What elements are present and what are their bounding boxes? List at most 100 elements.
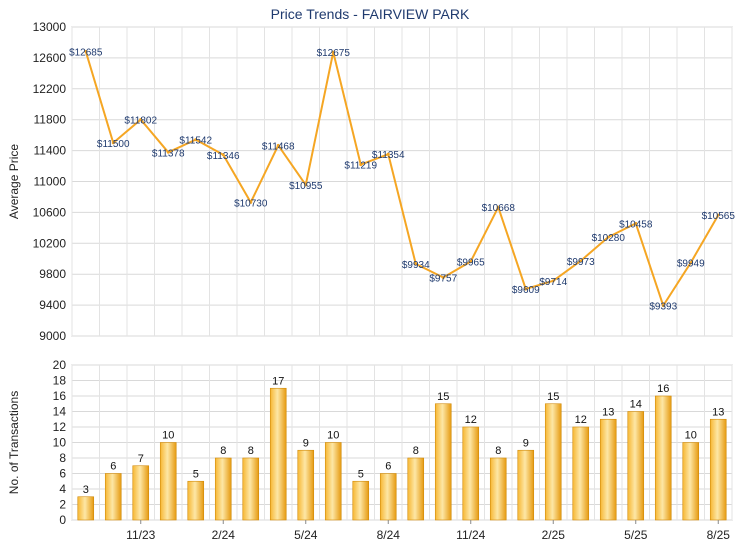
price-data-label: $12685	[69, 47, 103, 58]
transaction-data-label: 5	[193, 468, 199, 480]
price-y-tick-label: 9800	[39, 267, 66, 281]
price-y-tick-label: 12600	[33, 51, 67, 65]
price-point	[469, 259, 473, 263]
transactions-y-tick-label: 18	[53, 374, 67, 388]
price-data-label: $9393	[649, 302, 677, 313]
chart-title: Price Trends - FAIRVIEW PARK	[270, 6, 470, 22]
transaction-data-label: 9	[303, 437, 309, 449]
transaction-data-label: 9	[523, 437, 529, 449]
price-data-label: $10280	[592, 233, 626, 244]
price-point	[689, 261, 693, 265]
price-data-label: $11542	[179, 136, 212, 147]
price-y-tick-label: 11800	[34, 113, 67, 127]
transactions-y-tick-label: 14	[53, 405, 67, 419]
transaction-data-label: 17	[272, 375, 284, 387]
price-data-label: $9965	[457, 257, 485, 268]
transaction-bar	[132, 465, 150, 521]
transaction-bar	[77, 496, 95, 521]
price-series-line	[84, 51, 720, 307]
price-y-tick-label: 9400	[39, 298, 66, 312]
price-point	[194, 138, 198, 142]
x-tick-label: 2/24	[212, 528, 236, 542]
price-point	[166, 150, 170, 154]
transaction-data-label: 8	[220, 445, 226, 457]
price-y-axis-title: Average Price	[7, 144, 21, 219]
transaction-data-label: 15	[437, 391, 449, 403]
price-data-label: $10955	[289, 181, 323, 192]
transaction-bar	[214, 457, 232, 521]
price-data-label: $10458	[619, 219, 653, 230]
transactions-y-tick-label: 10	[53, 436, 67, 450]
transaction-bar	[517, 449, 535, 521]
transaction-bar	[654, 395, 672, 521]
price-data-label: $9973	[567, 257, 595, 268]
price-point	[386, 152, 390, 156]
price-point	[276, 143, 280, 147]
price-point	[496, 205, 500, 209]
transactions-y-tick-label: 16	[53, 389, 67, 403]
transaction-data-label: 6	[385, 461, 391, 473]
price-point	[661, 304, 665, 308]
transaction-data-label: 7	[138, 453, 144, 465]
transactions-y-axis-title: No. of Transactions	[7, 391, 21, 494]
transaction-data-label: 8	[495, 445, 501, 457]
transaction-data-label: 12	[575, 414, 587, 426]
transaction-bar	[407, 457, 425, 521]
x-tick-label: 5/25	[624, 528, 648, 542]
price-y-tick-label: 11400	[34, 144, 67, 158]
price-data-label: $11346	[207, 151, 240, 162]
transaction-data-label: 10	[162, 430, 174, 442]
price-point	[139, 118, 143, 122]
transactions-y-tick-label: 0	[59, 513, 66, 527]
price-data-label: $11354	[372, 150, 405, 161]
transaction-bar	[434, 403, 452, 521]
price-point	[634, 221, 638, 225]
transaction-bar	[352, 480, 370, 521]
transaction-bar	[682, 442, 700, 521]
price-data-label: $11219	[344, 161, 377, 172]
transactions-y-tick-label: 8	[59, 451, 66, 465]
price-data-label: $9609	[512, 285, 540, 296]
price-point	[579, 259, 583, 263]
price-data-label: $10730	[234, 198, 268, 209]
transaction-bar	[572, 426, 590, 521]
price-point	[551, 279, 555, 283]
price-data-label: $11500	[97, 139, 130, 150]
x-tick-label: 8/24	[377, 528, 401, 542]
transaction-bar	[297, 449, 315, 521]
price-y-tick-label: 13000	[33, 20, 67, 34]
price-point	[414, 262, 418, 266]
transactions-y-tick-label: 12	[53, 420, 67, 434]
transaction-data-label: 13	[602, 406, 614, 418]
transaction-bar	[379, 473, 397, 521]
price-point	[304, 183, 308, 187]
price-data-label: $10668	[482, 203, 516, 214]
x-tick-label: 5/24	[294, 528, 318, 542]
transaction-data-label: 8	[248, 445, 254, 457]
x-tick-label: 2/25	[542, 528, 566, 542]
price-point	[331, 50, 335, 54]
price-point	[249, 200, 253, 204]
x-tick-label: 8/25	[707, 528, 731, 542]
price-y-tick-label: 11000	[34, 175, 67, 189]
transactions-y-tick-label: 2	[59, 498, 66, 512]
transaction-data-label: 14	[630, 399, 642, 411]
transaction-data-label: 13	[712, 406, 724, 418]
price-point	[359, 163, 363, 167]
price-data-label: $12675	[317, 48, 351, 59]
transaction-bar	[104, 473, 122, 521]
price-point	[221, 153, 225, 157]
x-tick-label: 11/23	[126, 528, 155, 542]
price-point	[84, 49, 88, 53]
transaction-bar	[187, 480, 205, 521]
price-data-label: $11468	[262, 141, 295, 152]
transaction-data-label: 16	[657, 383, 669, 395]
transaction-data-label: 6	[110, 461, 116, 473]
transaction-bar	[544, 403, 562, 521]
transactions-y-tick-label: 6	[59, 467, 66, 481]
transaction-bar	[489, 457, 507, 521]
transaction-bar	[324, 442, 342, 521]
price-data-label: $10565	[702, 211, 736, 222]
